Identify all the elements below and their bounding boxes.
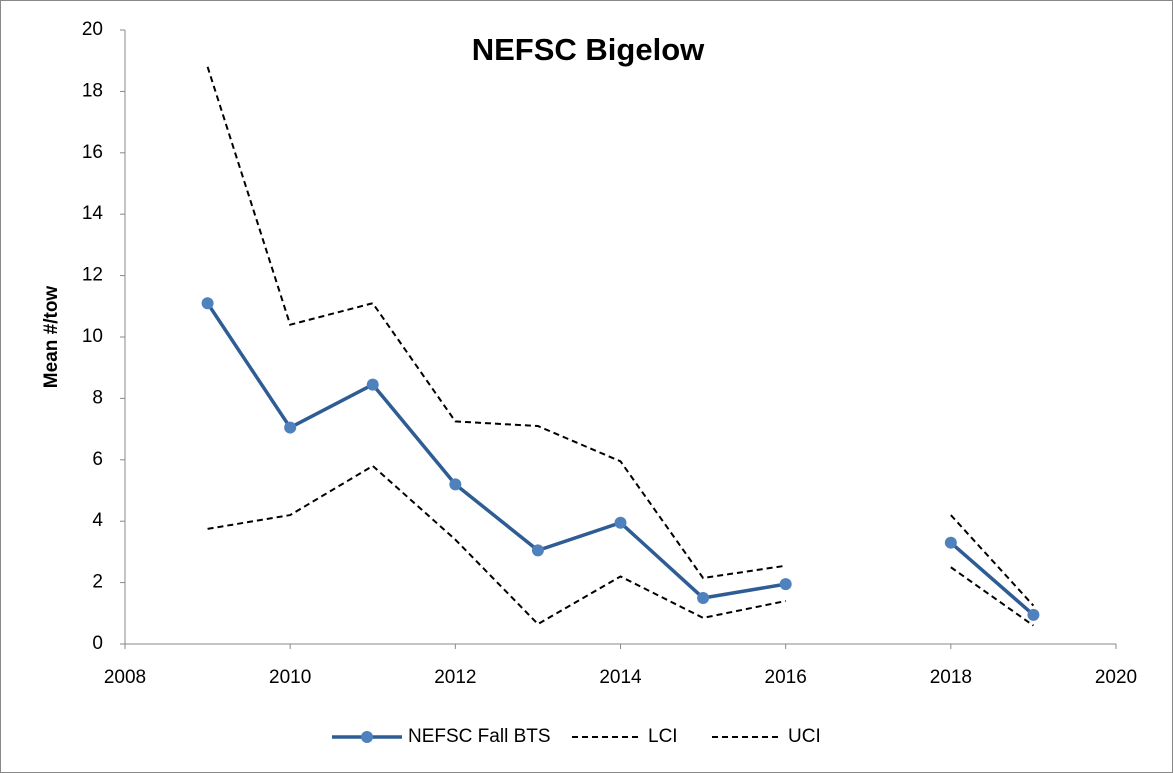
data-point xyxy=(1027,608,1040,621)
series-line xyxy=(207,464,1034,627)
data-point xyxy=(697,591,710,604)
data-point xyxy=(366,378,379,391)
y-tick-label: 18 xyxy=(82,80,103,101)
chart-title: NEFSC Bigelow xyxy=(472,32,705,67)
x-tick-label: 2020 xyxy=(1095,667,1137,688)
x-tick-label: 2008 xyxy=(104,667,146,688)
data-point xyxy=(449,478,462,491)
x-tick-label: 2014 xyxy=(599,667,642,688)
data-point xyxy=(201,297,214,310)
y-tick-label: 0 xyxy=(92,633,103,654)
legend-label: LCI xyxy=(648,726,678,747)
x-tick-label: 2016 xyxy=(765,667,807,688)
data-point xyxy=(779,578,792,591)
data-point xyxy=(284,421,297,434)
y-tick-label: 14 xyxy=(82,203,104,224)
legend-label: UCI xyxy=(788,726,821,747)
legend-marker xyxy=(361,731,373,743)
x-tick-label: 2012 xyxy=(434,667,476,688)
series-line xyxy=(206,302,1035,617)
y-tick-label: 20 xyxy=(82,19,103,40)
series-line xyxy=(206,66,1035,607)
legend-label: NEFSC Fall BTS xyxy=(408,726,551,747)
y-tick-label: 6 xyxy=(92,449,103,470)
y-tick-label: 12 xyxy=(82,265,103,286)
y-tick-label: 16 xyxy=(82,142,103,163)
x-tick-label: 2018 xyxy=(930,667,972,688)
y-tick-label: 10 xyxy=(82,326,103,347)
data-point xyxy=(531,544,544,557)
x-tick-label: 2010 xyxy=(269,667,311,688)
data-point xyxy=(944,536,957,549)
y-axis-label: Mean #/tow xyxy=(41,286,62,389)
y-tick-label: 4 xyxy=(92,510,103,531)
data-point xyxy=(614,516,627,529)
y-tick-label: 8 xyxy=(92,387,103,408)
y-tick-label: 2 xyxy=(92,572,103,593)
